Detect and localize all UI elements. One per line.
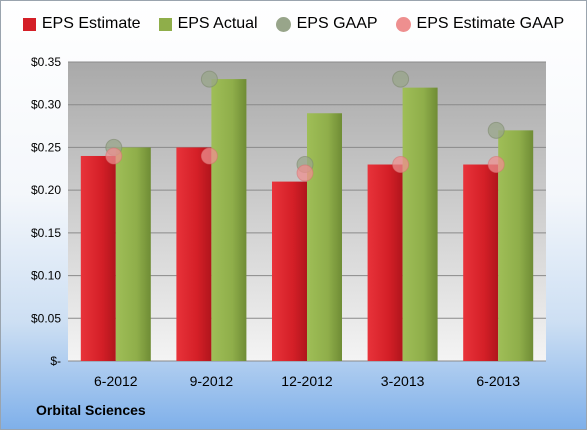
bar-eps-actual (115, 147, 151, 361)
x-tick-label: 3-2013 (381, 373, 425, 389)
legend: EPS Estimate EPS Actual EPS GAAP EPS Est… (1, 15, 586, 33)
bars (80, 79, 534, 361)
legend-label-eps-estimate-gaap: EPS Estimate GAAP (416, 15, 565, 32)
x-tick-label: 6-2012 (94, 373, 138, 389)
bar-eps-estimate (80, 155, 116, 361)
bar-eps-actual (307, 113, 342, 361)
marker-eps-gaap (392, 70, 410, 88)
legend-item-eps-estimate-gaap: EPS Estimate GAAP (395, 15, 565, 33)
bar-eps-estimate (367, 164, 403, 361)
bar-eps-actual (211, 79, 247, 361)
y-tick-label: $0.20 (31, 183, 61, 197)
bar-eps-actual (498, 130, 534, 361)
company-name: Orbital Sciences (36, 402, 146, 418)
marker-eps-estimate-gaap (392, 156, 410, 174)
legend-swatch-eps-estimate (22, 17, 36, 31)
legend-label-eps-actual: EPS Actual (177, 15, 258, 32)
y-tick-label: $0.35 (31, 55, 61, 69)
x-tick-label: 9-2012 (190, 373, 234, 389)
legend-swatch-eps-actual (158, 17, 172, 31)
marker-eps-gaap (200, 70, 218, 88)
x-tick-labels: 6-2012 9-2012 12-2012 3-2013 6-2013 (94, 373, 520, 389)
legend-item-eps-gaap: EPS GAAP (275, 15, 378, 33)
legend-label-eps-estimate: EPS Estimate (41, 15, 141, 32)
legend-item-eps-actual: EPS Actual (158, 15, 258, 33)
bar-eps-estimate (176, 147, 212, 361)
marker-eps-estimate-gaap (487, 156, 505, 174)
x-tick-label: 6-2013 (476, 373, 520, 389)
marker-eps-estimate-gaap (296, 164, 314, 182)
legend-item-eps-estimate: EPS Estimate (22, 15, 141, 33)
bar-eps-estimate (272, 181, 307, 361)
bar-eps-estimate (463, 164, 499, 361)
legend-swatch-eps-gaap (275, 16, 291, 32)
y-tick-label: $- (50, 354, 61, 368)
y-tick-label: $0.05 (31, 311, 61, 325)
markers (105, 70, 505, 182)
x-tick-label: 12-2012 (281, 373, 333, 389)
y-tick-labels: $- $0.05 $0.10 $0.15 $0.20 $0.25 $0.30 $0.35 (31, 55, 61, 368)
marker-eps-gaap (487, 121, 505, 139)
bar-eps-actual (402, 87, 438, 361)
y-tick-label: $0.10 (31, 269, 61, 283)
y-tick-label: $0.15 (31, 226, 61, 240)
y-tick-label: $0.25 (31, 140, 61, 154)
y-tick-label: $0.30 (31, 98, 61, 112)
marker-eps-estimate-gaap (105, 147, 123, 165)
legend-swatch-eps-estimate-gaap (395, 16, 411, 32)
marker-eps-estimate-gaap (200, 147, 218, 165)
legend-label-eps-gaap: EPS GAAP (296, 15, 378, 32)
